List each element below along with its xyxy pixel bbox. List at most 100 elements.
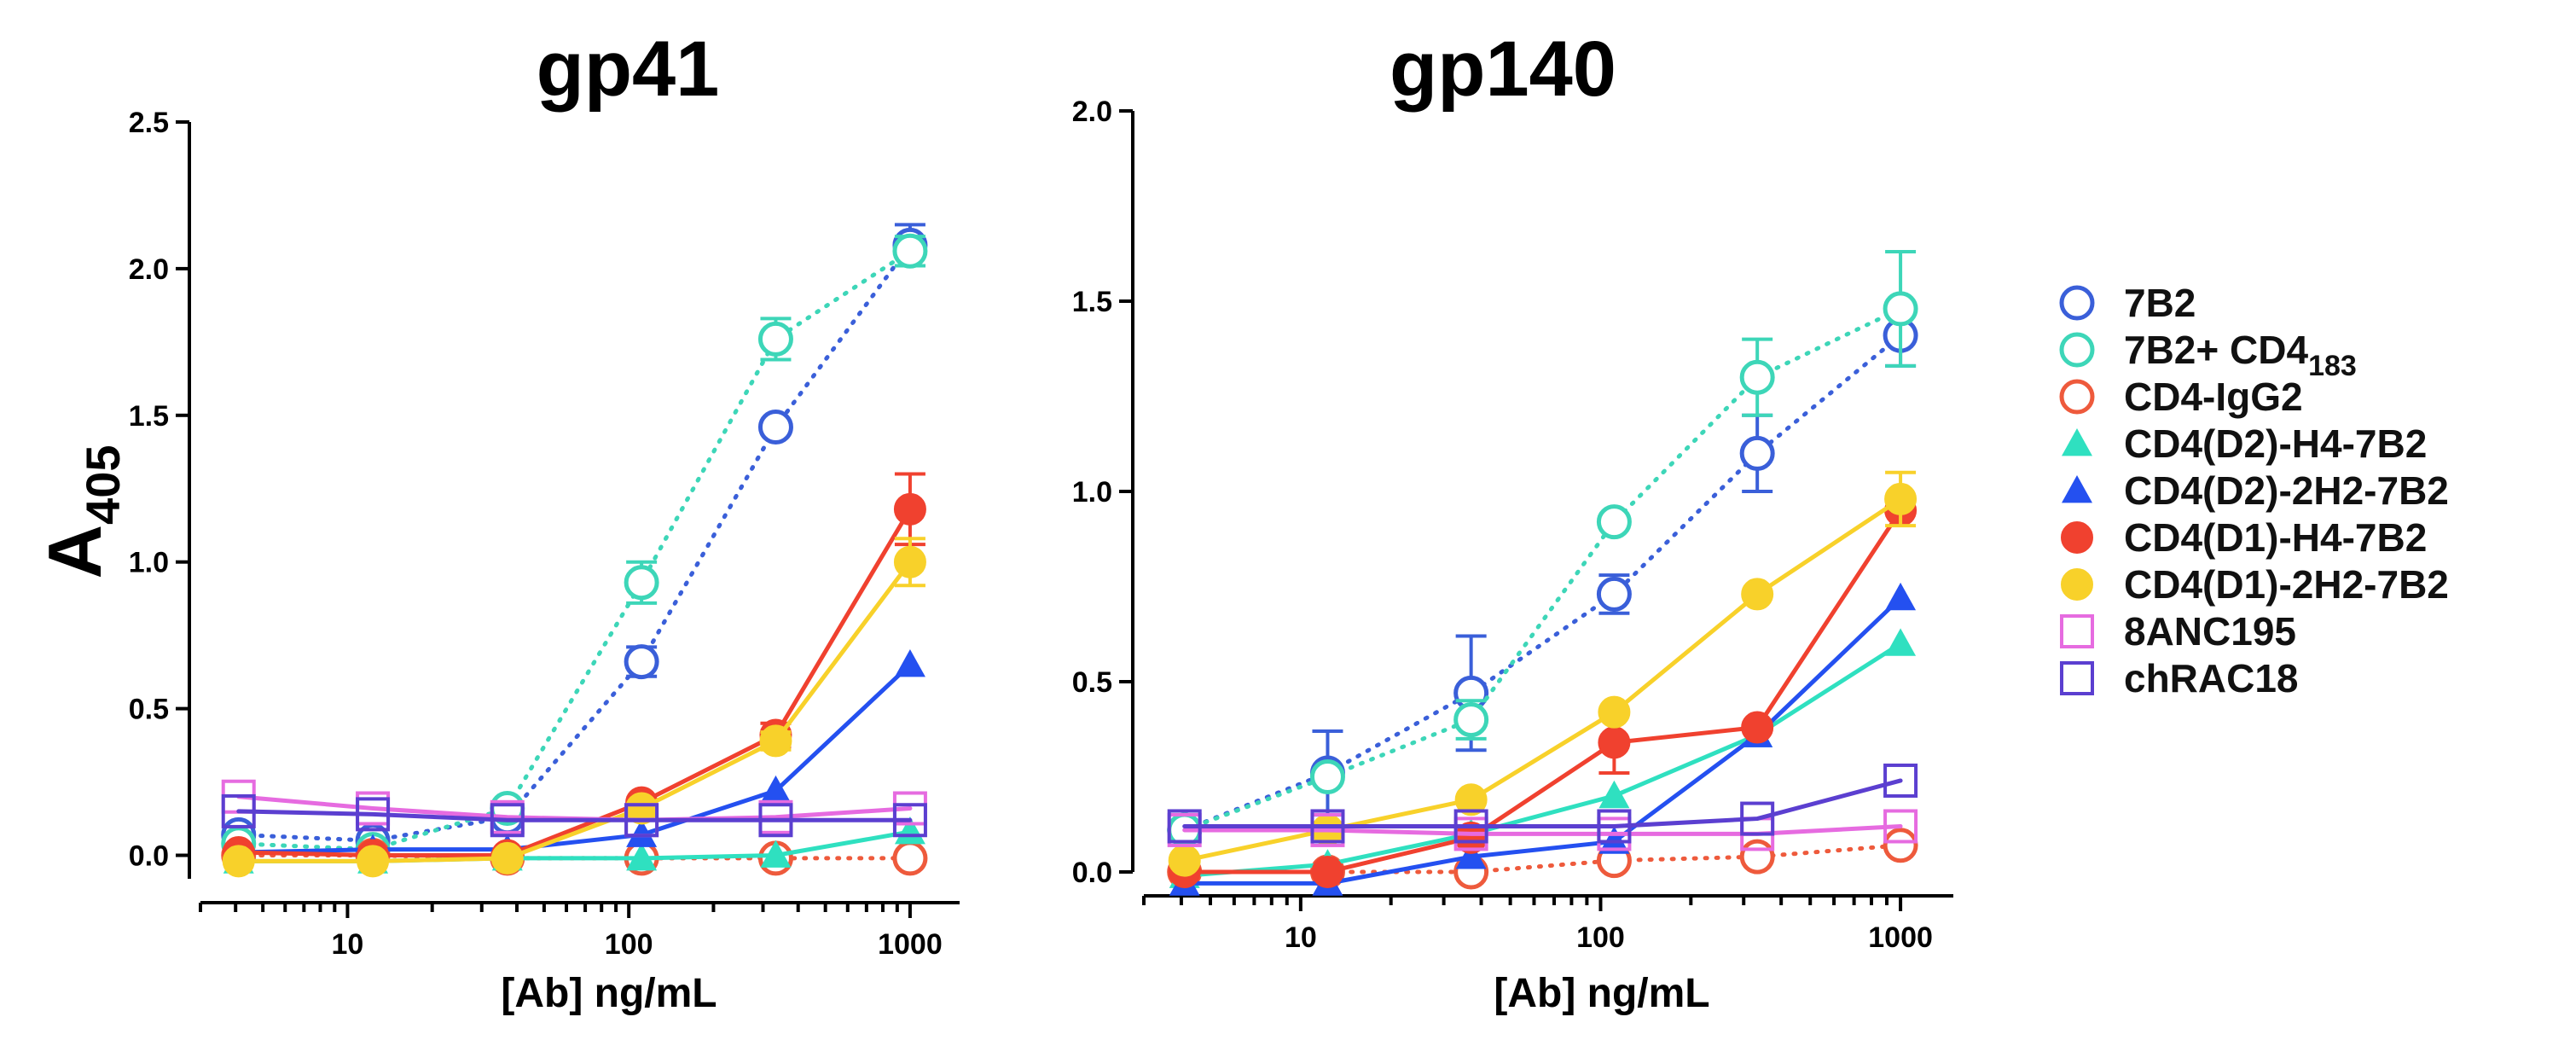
data-point bbox=[626, 819, 658, 847]
legend-item: 7B2 bbox=[2059, 281, 2196, 325]
data-point bbox=[624, 644, 659, 680]
legend-label-main: 7B2+ CD4 bbox=[2124, 328, 2308, 372]
legend-marker bbox=[2062, 428, 2092, 456]
data-point bbox=[760, 840, 792, 868]
legend-marker bbox=[2060, 614, 2094, 648]
data-point bbox=[624, 803, 659, 838]
x-tick-label: 100 bbox=[1576, 921, 1625, 954]
series-line bbox=[1182, 497, 1903, 863]
y-tick-label: 2.0 bbox=[129, 253, 169, 286]
data-point bbox=[1741, 578, 1774, 611]
data-point bbox=[1883, 291, 1918, 327]
data-point bbox=[1884, 482, 1917, 515]
data-point bbox=[893, 545, 926, 578]
legend-label: CD4-IgG2 bbox=[2124, 375, 2303, 419]
data-point bbox=[1739, 435, 1775, 471]
data-point bbox=[894, 816, 925, 845]
y-tick-label: 0.0 bbox=[129, 840, 169, 872]
legend-label-main: CD4(D2)-H4-7B2 bbox=[2124, 421, 2427, 466]
data-point bbox=[222, 845, 255, 878]
chart-title: gp140 bbox=[1390, 26, 1616, 113]
data-point bbox=[1454, 783, 1488, 816]
data-point bbox=[760, 775, 792, 804]
data-point bbox=[757, 410, 793, 445]
legend-marker bbox=[2059, 285, 2095, 321]
series bbox=[223, 816, 925, 874]
legend-label: CD4(D2)-2H2-7B2 bbox=[2124, 468, 2449, 513]
legend-label-main: CD4(D2)-2H2-7B2 bbox=[2124, 468, 2449, 513]
legend-label-main: 8ANC195 bbox=[2124, 609, 2296, 654]
axes: 0.0 0.5 1.0 1.5 2.0 2.5 10 100 1000 bbox=[129, 107, 960, 961]
legend-label: CD4(D1)-H4-7B2 bbox=[2124, 515, 2427, 560]
data-point bbox=[1168, 844, 1201, 877]
data-point bbox=[1741, 711, 1774, 744]
data-point bbox=[1598, 695, 1631, 729]
legend-marker bbox=[2061, 568, 2093, 601]
data-point bbox=[1597, 809, 1632, 844]
data-point bbox=[892, 840, 928, 876]
series-line bbox=[236, 662, 913, 855]
legend-label-main: chRAC18 bbox=[2124, 656, 2299, 700]
legend-item: 7B2+ CD4183 bbox=[2059, 328, 2357, 382]
data-point bbox=[1167, 809, 1202, 844]
data-point bbox=[1883, 809, 1918, 844]
legend-label: 7B2+ CD4183 bbox=[2124, 328, 2357, 382]
data-point bbox=[1885, 582, 1917, 611]
chart-title: gp41 bbox=[537, 26, 720, 113]
y-tick-label: 1.5 bbox=[1072, 286, 1112, 318]
data-point bbox=[759, 724, 792, 758]
legend-item: CD4(D1)-H4-7B2 bbox=[2061, 515, 2427, 560]
series-line bbox=[1182, 641, 1903, 878]
x-tick-label: 100 bbox=[605, 928, 653, 961]
legend-marker bbox=[2059, 332, 2095, 368]
y-axis-label: A405 bbox=[32, 445, 130, 579]
y-tick-label: 1.0 bbox=[1072, 476, 1112, 508]
series-line bbox=[236, 809, 913, 822]
data-point bbox=[490, 803, 525, 838]
data-point bbox=[1453, 702, 1489, 738]
series bbox=[1167, 303, 1918, 848]
data-point bbox=[1739, 839, 1775, 875]
x-axis-label: [Ab] ng/mL bbox=[501, 971, 717, 1016]
data-point bbox=[1309, 759, 1345, 794]
data-point bbox=[1310, 809, 1345, 844]
y-tick-label: 1.5 bbox=[129, 400, 169, 433]
chart-panel-gp41: gp41 [Ab] ng/mL 0.0 0.5 1.0 1.5 2.0 2.5 10 100 1… bbox=[129, 26, 960, 1016]
legend-label: CD4(D1)-2H2-7B2 bbox=[2124, 562, 2449, 607]
series-line bbox=[1182, 596, 1903, 886]
legend-item: chRAC18 bbox=[2060, 656, 2299, 700]
data-point bbox=[1739, 359, 1775, 395]
legend-label-main: 7B2 bbox=[2124, 281, 2196, 325]
data-point bbox=[892, 233, 928, 269]
legend-marker bbox=[2059, 379, 2095, 415]
data-point bbox=[1453, 809, 1488, 844]
x-tick-label: 10 bbox=[332, 928, 364, 961]
legend-marker bbox=[2060, 661, 2094, 695]
data-point bbox=[1883, 828, 1918, 863]
series-line bbox=[1182, 823, 1903, 836]
data-point bbox=[1596, 576, 1632, 612]
data-point bbox=[1455, 841, 1487, 869]
legend-label: CD4(D2)-H4-7B2 bbox=[2124, 421, 2427, 466]
legend-label: chRAC18 bbox=[2124, 656, 2299, 700]
data-point bbox=[357, 845, 390, 878]
data-point bbox=[1885, 628, 1917, 656]
legend-label: 7B2 bbox=[2124, 281, 2196, 325]
y-tick-label: 2.0 bbox=[1072, 96, 1112, 128]
data-point bbox=[1598, 726, 1631, 759]
x-axis-label: [Ab] ng/mL bbox=[1494, 971, 1709, 1016]
legend-label-main: CD4(D1)-H4-7B2 bbox=[2124, 515, 2427, 560]
y-tick-label: 0.5 bbox=[129, 694, 169, 726]
data-point bbox=[1883, 763, 1918, 798]
y-tick-label: 1.0 bbox=[129, 547, 169, 579]
axes: 0.0 0.5 1.0 1.5 2.0 10 100 1000 bbox=[1072, 96, 1953, 954]
legend-marker bbox=[2062, 475, 2092, 503]
series bbox=[221, 223, 928, 858]
legend-item: 8ANC195 bbox=[2060, 609, 2296, 654]
series-line bbox=[236, 242, 913, 843]
y-tick-label: 0.5 bbox=[1072, 666, 1112, 699]
series bbox=[222, 537, 926, 878]
series-line bbox=[1182, 778, 1903, 828]
